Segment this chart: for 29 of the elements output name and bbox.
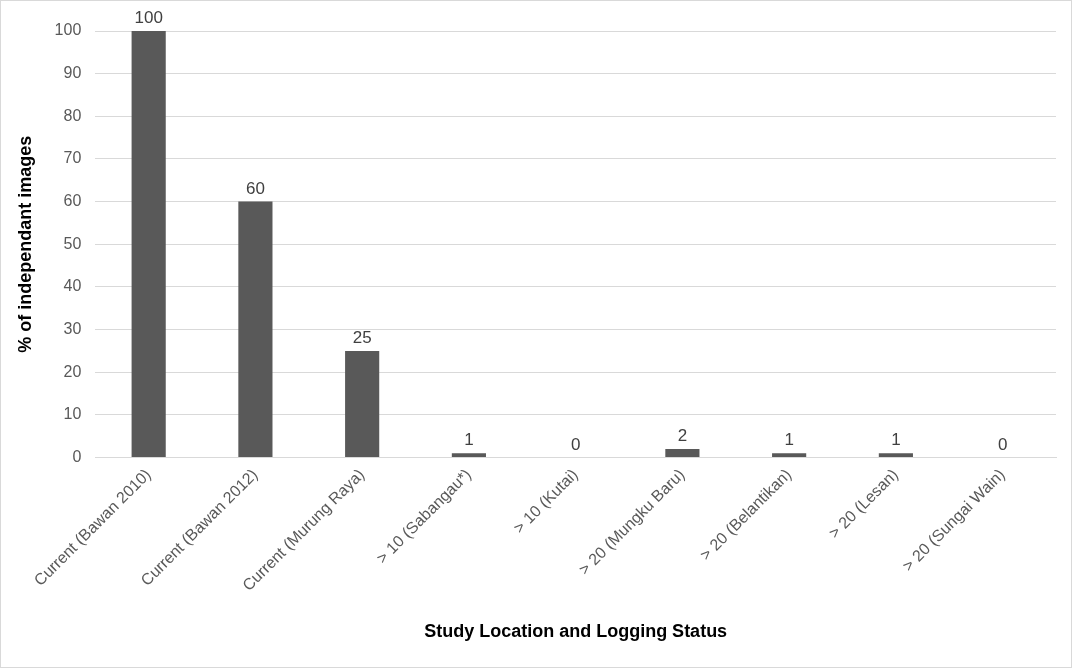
- y-tick-label: 100: [54, 21, 82, 39]
- data-label: 100: [134, 8, 163, 28]
- bar: [878, 453, 913, 457]
- bar: [772, 453, 807, 457]
- y-tick-label: 50: [63, 234, 82, 252]
- y-tick-label: 80: [63, 106, 82, 124]
- y-tick-label: 0: [72, 447, 82, 465]
- data-label: 0: [570, 434, 581, 454]
- bar: [238, 201, 273, 457]
- bar: [665, 448, 700, 457]
- y-tick-label: 10: [63, 405, 82, 423]
- bar: [451, 453, 486, 457]
- data-label: 25: [352, 328, 372, 348]
- y-tick-label: 60: [63, 192, 82, 210]
- data-label: 1: [891, 430, 901, 450]
- y-tick-label: 40: [63, 277, 82, 295]
- y-tick-label: 20: [63, 362, 82, 380]
- data-label: 1: [784, 430, 794, 450]
- y-tick-label: 30: [63, 319, 82, 337]
- data-label: 60: [245, 178, 265, 198]
- data-label: 1: [464, 430, 474, 450]
- bar: [131, 31, 166, 457]
- y-tick-label: 90: [63, 64, 82, 82]
- x-axis-title: Study Location and Logging Status: [424, 621, 728, 642]
- y-tick-label: 70: [63, 149, 82, 167]
- data-label: 2: [677, 426, 688, 446]
- data-label: 0: [997, 434, 1008, 454]
- y-axis-title: % of independant images: [14, 135, 35, 353]
- bar: [345, 350, 380, 457]
